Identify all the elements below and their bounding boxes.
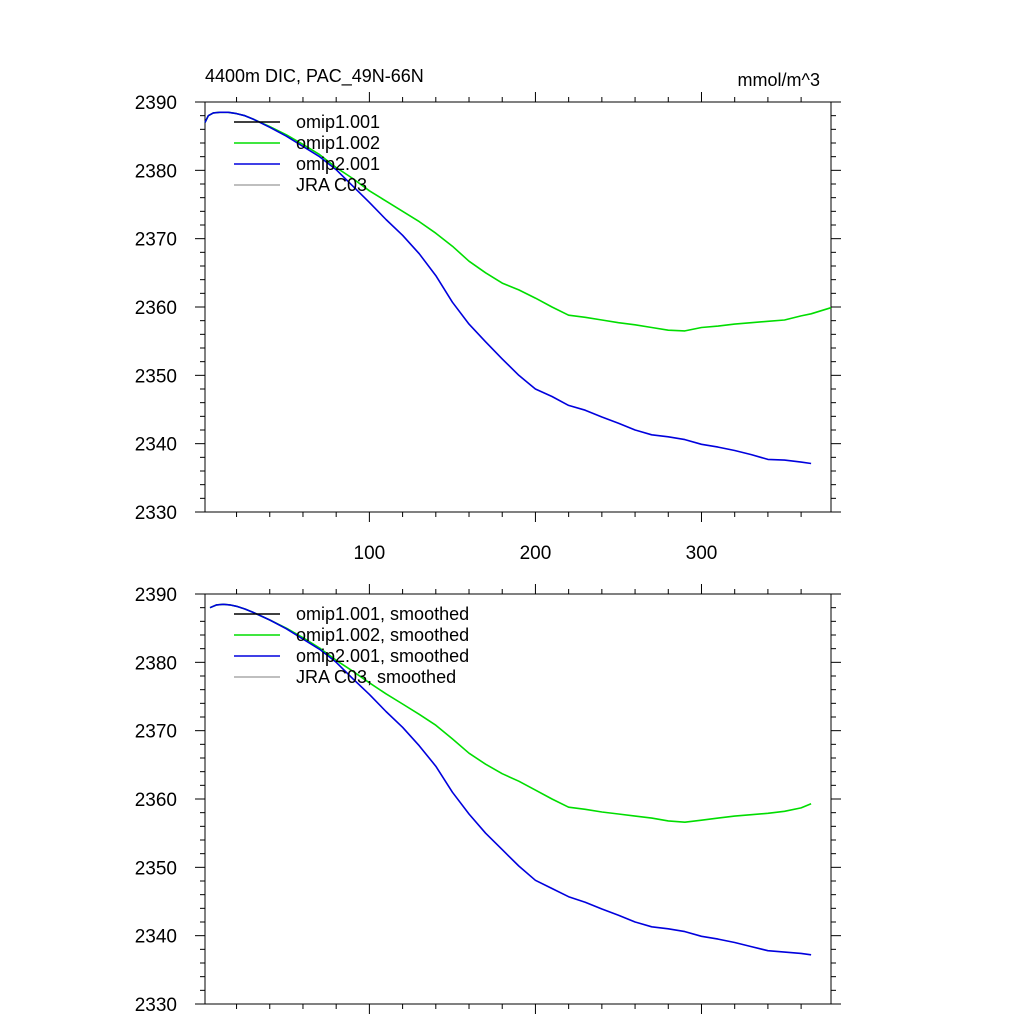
legend-label: omip1.001, smoothed	[296, 604, 469, 624]
legend-label: omip1.001	[296, 112, 380, 132]
y-tick-label: 2340	[135, 435, 177, 456]
series-line	[204, 111, 812, 465]
legend-label: omip1.002, smoothed	[296, 625, 469, 645]
y-tick-label: 2370	[135, 722, 177, 743]
top-panel: 2330 2340 2350 2360 2370 2380 2390 100 200 300 omi…	[135, 92, 841, 564]
bottom-panel: 2330 2340 2350 2360 2370 2380 2390 omip1.001, s…	[135, 584, 841, 1016]
series-line	[209, 603, 812, 956]
y-tick-label: 2390	[135, 93, 177, 114]
y-tick-label: 2380	[135, 161, 177, 182]
legend-label: JRA C03, smoothed	[296, 667, 456, 687]
y-tick-label: 2360	[135, 298, 177, 319]
chart-title: 4400m DIC, PAC_49N-66N	[205, 66, 424, 87]
y-tick-label: 2370	[135, 230, 177, 251]
units-label: mmol/m^3	[738, 70, 820, 90]
x-tick-label: 300	[686, 543, 718, 564]
y-tick-label: 2350	[135, 366, 177, 387]
y-tick-label: 2350	[135, 858, 177, 879]
y-tick-label: 2380	[135, 653, 177, 674]
x-tick-label: 200	[520, 543, 552, 564]
legend-label: omip2.001, smoothed	[296, 646, 469, 666]
legend-label: JRA C03	[296, 175, 367, 195]
y-tick-label: 2330	[135, 995, 177, 1016]
y-tick-label: 2330	[135, 503, 177, 524]
legend-label: omip2.001	[296, 154, 380, 174]
y-tick-label: 2340	[135, 927, 177, 948]
x-tick-label: 100	[354, 543, 386, 564]
y-tick-label: 2360	[135, 790, 177, 811]
y-tick-label: 2390	[135, 585, 177, 606]
legend-label: omip1.002	[296, 133, 380, 153]
